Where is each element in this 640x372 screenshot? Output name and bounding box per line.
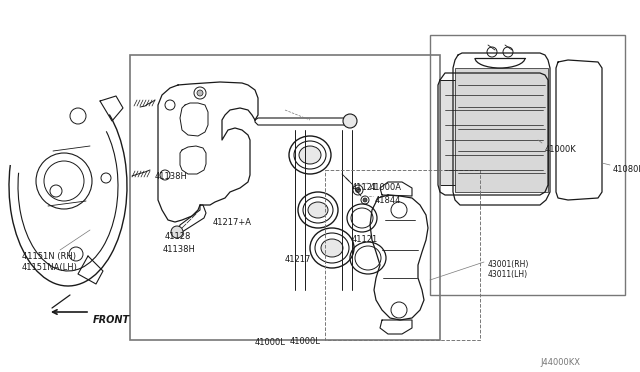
- Text: 41128: 41128: [165, 232, 191, 241]
- Text: FRONT: FRONT: [93, 315, 130, 325]
- Bar: [325, 170, 480, 340]
- Text: J44000KX: J44000KX: [540, 358, 580, 367]
- Text: 41080K: 41080K: [613, 165, 640, 174]
- Text: 43011(LH): 43011(LH): [488, 270, 528, 279]
- Ellipse shape: [299, 146, 321, 164]
- Text: 41844: 41844: [375, 196, 401, 205]
- Circle shape: [197, 90, 203, 96]
- Bar: [430, 35, 625, 295]
- Bar: [130, 55, 440, 340]
- Text: 41000K: 41000K: [545, 145, 577, 154]
- Circle shape: [171, 226, 183, 238]
- Circle shape: [343, 114, 357, 128]
- Text: 41121: 41121: [352, 235, 378, 244]
- Text: 41217: 41217: [285, 255, 312, 264]
- Circle shape: [355, 187, 360, 192]
- Text: 41151NA(LH): 41151NA(LH): [22, 263, 78, 272]
- Text: 41000L: 41000L: [290, 337, 321, 346]
- Ellipse shape: [308, 202, 328, 218]
- Circle shape: [363, 198, 367, 202]
- Text: 41121: 41121: [352, 183, 378, 192]
- Text: 43001(RH): 43001(RH): [488, 260, 529, 269]
- Text: 41000L: 41000L: [255, 338, 285, 347]
- Text: 41000A: 41000A: [370, 183, 402, 192]
- Text: 41217+A: 41217+A: [213, 218, 252, 227]
- Text: 41151N (RH): 41151N (RH): [22, 252, 76, 261]
- Polygon shape: [455, 68, 548, 192]
- Ellipse shape: [321, 239, 343, 257]
- Polygon shape: [440, 80, 548, 185]
- Text: 41138H: 41138H: [163, 245, 196, 254]
- Text: 41138H: 41138H: [155, 172, 188, 181]
